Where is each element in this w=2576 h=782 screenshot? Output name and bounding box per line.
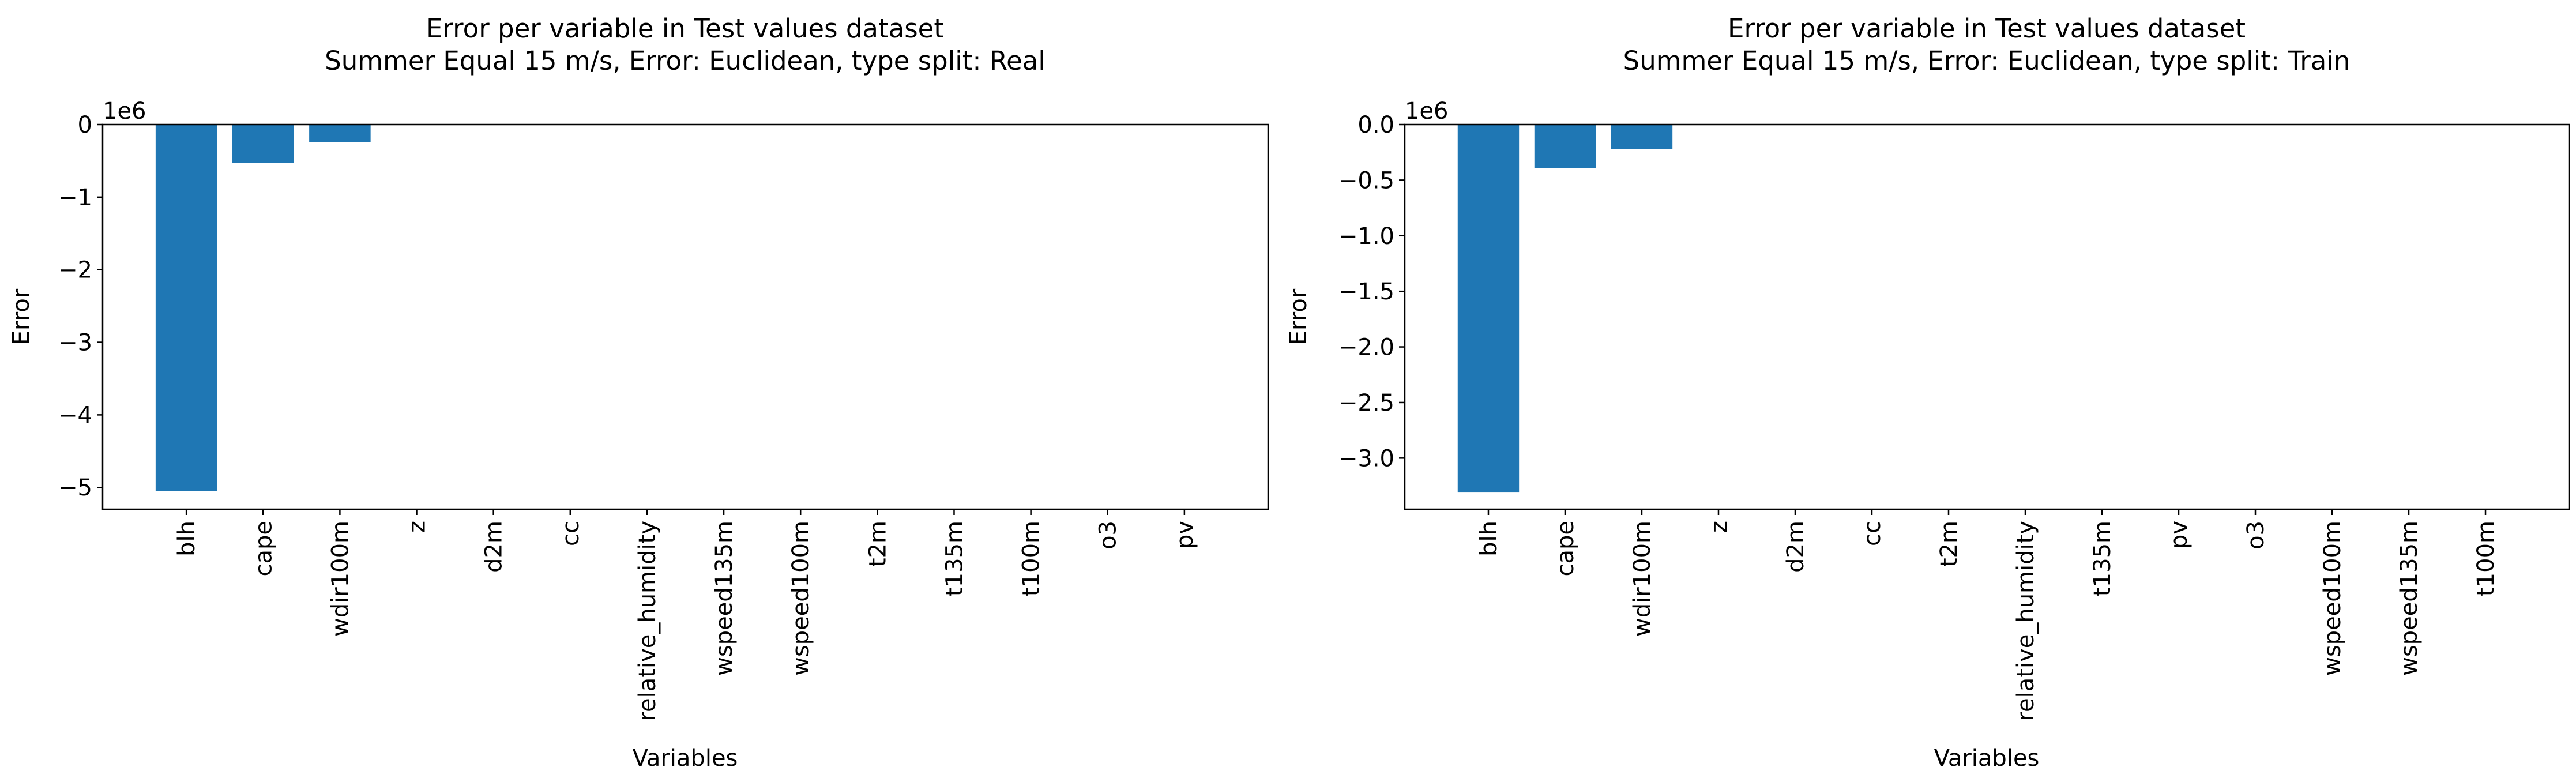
x-tick-label: pv — [2166, 521, 2193, 549]
chart-title-line: Summer Equal 15 m/s, Error: Euclidean, t… — [325, 46, 1046, 76]
x-tick-label: cape — [1552, 521, 1579, 577]
x-tick-label: t100m — [2473, 521, 2499, 596]
y-tick-label: −2.0 — [1338, 334, 1394, 361]
y-tick-label: 0 — [78, 112, 92, 138]
y-offset-label: 1e6 — [1405, 98, 1449, 125]
x-tick-label: t100m — [1018, 521, 1045, 596]
bar-cape — [1534, 125, 1596, 168]
x-tick-label: cc — [1859, 521, 1886, 546]
x-tick-label: t135m — [941, 521, 968, 596]
y-axis-label: Error — [1285, 288, 1312, 345]
chart-title-line: Summer Equal 15 m/s, Error: Euclidean, t… — [1623, 46, 2351, 76]
x-tick-label: t135m — [2089, 521, 2116, 596]
x-tick-label: o3 — [2243, 521, 2269, 550]
y-tick-label: −1.5 — [1338, 279, 1394, 305]
y-tick-label: −2 — [58, 257, 92, 284]
y-tick-label: −3.0 — [1338, 445, 1394, 472]
x-tick-label: z — [1706, 521, 1732, 533]
y-tick-label: −1 — [58, 185, 92, 211]
x-tick-label: pv — [1172, 521, 1198, 549]
bar-cape — [232, 125, 294, 163]
x-tick-label: wspeed135m — [711, 521, 738, 676]
bar-wdir100m — [1611, 125, 1673, 149]
y-tick-label: −4 — [58, 402, 92, 428]
y-offset-label: 1e6 — [103, 98, 146, 125]
x-axis-label: Variables — [1934, 745, 2040, 772]
x-axis-label: Variables — [633, 745, 738, 772]
chart-real-split: Error per variable in Test values datase… — [8, 13, 1269, 772]
x-tick-label: wspeed135m — [2396, 521, 2423, 676]
x-tick-label: wspeed100m — [788, 521, 814, 676]
y-tick-label: −1.0 — [1338, 223, 1394, 250]
x-tick-label: wspeed100m — [2319, 521, 2346, 676]
x-tick-label: wdir100m — [1629, 521, 1656, 637]
x-tick-label: d2m — [1782, 521, 1809, 573]
chart-train-split: Error per variable in Test values datase… — [1285, 13, 2570, 772]
chart-title-line: Error per variable in Test values datase… — [1728, 13, 2246, 44]
chart-title-line: Error per variable in Test values datase… — [426, 13, 944, 44]
x-tick-label: o3 — [1095, 521, 1122, 550]
bar-wdir100m — [309, 125, 371, 142]
y-tick-label: −3 — [58, 330, 92, 356]
x-tick-label: z — [404, 521, 431, 533]
y-tick-label: −0.5 — [1338, 167, 1394, 194]
bar-blh — [1457, 125, 1520, 493]
x-tick-label: t2m — [1936, 521, 1962, 567]
plot-frame — [101, 123, 1269, 510]
x-tick-label: blh — [174, 521, 200, 557]
x-tick-label: d2m — [481, 521, 507, 573]
x-tick-label: cape — [250, 521, 277, 577]
x-tick-label: cc — [558, 521, 584, 546]
x-tick-label: t2m — [864, 521, 891, 567]
plot-frame — [1404, 123, 2570, 510]
y-axis-label: Error — [8, 288, 35, 345]
x-tick-label: relative_humidity — [2013, 521, 2039, 721]
bar-blh — [155, 125, 217, 491]
y-tick-label: 0.0 — [1357, 112, 1394, 138]
y-tick-label: −5 — [58, 475, 92, 501]
x-tick-label: blh — [1476, 521, 1502, 557]
x-tick-label: wdir100m — [327, 521, 354, 637]
y-tick-label: −2.5 — [1338, 390, 1394, 416]
x-tick-label: relative_humidity — [634, 521, 661, 721]
